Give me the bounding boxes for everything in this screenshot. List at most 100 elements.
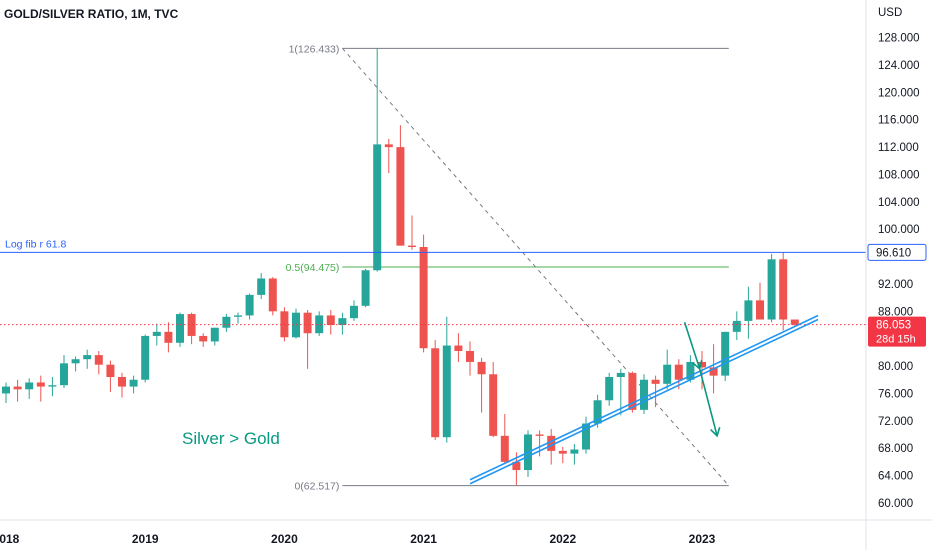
candle-body [326, 315, 335, 325]
candle-body [303, 312, 312, 334]
candle-body [118, 377, 126, 387]
y-tick-label: 92.000 [878, 279, 913, 291]
candle-body [616, 372, 625, 377]
candle-body [419, 247, 428, 349]
candle-body [106, 364, 115, 377]
candle-body [48, 385, 57, 387]
candle-body [71, 359, 80, 364]
candle-body [500, 435, 509, 462]
candle-body [384, 144, 393, 148]
candle-body [686, 361, 695, 380]
fib-trend-line [342, 48, 730, 487]
candle-body [257, 278, 266, 295]
candle-body [129, 379, 138, 387]
candle-body [164, 331, 173, 343]
y-tick-label: 68.000 [878, 443, 913, 455]
candle-body [245, 294, 254, 316]
candle-body [454, 345, 463, 351]
current-price-tag [868, 316, 926, 347]
y-tick-label: 80.000 [878, 361, 913, 373]
candle-body [651, 379, 660, 384]
candle-body [431, 348, 440, 438]
x-tick-label: 2018 [0, 532, 20, 546]
trendline-lower[interactable] [469, 318, 819, 485]
candle-body [790, 319, 799, 325]
fib-level-label: 1(126.433) [289, 43, 340, 55]
y-tick-label: 64.000 [878, 471, 913, 483]
log-fib-price-tag [867, 243, 927, 261]
candle-body [779, 259, 788, 320]
y-tick-label: 124.000 [878, 60, 920, 72]
current-price-text: 86.053 [876, 320, 911, 332]
candle-body [60, 363, 68, 386]
candle-body [176, 314, 184, 343]
fib-level-label: 0.5(94.475) [286, 262, 340, 274]
candle-body [477, 361, 486, 375]
candle-body [558, 450, 567, 454]
candle-body [210, 327, 219, 342]
fib-level-label: 0(62.517) [294, 481, 339, 493]
y-tick-label: 116.000 [878, 115, 919, 127]
countdown-text: 28d 15h [876, 334, 916, 346]
candle-body [570, 449, 579, 454]
projection-arrow-head [710, 427, 721, 438]
x-tick-label: 2023 [689, 532, 716, 546]
trendline-upper[interactable] [469, 314, 819, 481]
candle-body [2, 386, 10, 394]
x-tick-label: 2019 [132, 532, 159, 546]
fib-retracement: 1(126.433) 0.5(94.475) 0(62.517) [286, 43, 730, 493]
candle-body [94, 355, 103, 365]
y-tick-label: 104.000 [878, 197, 920, 209]
candle-body [756, 300, 764, 320]
candle-body [744, 300, 753, 321]
candle-body [466, 351, 474, 362]
y-tick-label: 76.000 [878, 388, 913, 400]
log-fib-price-text: 96.610 [876, 247, 911, 259]
candle-body [698, 361, 706, 368]
candle-body [709, 367, 718, 376]
x-tick-label: 2020 [271, 532, 298, 546]
candle-body [36, 382, 45, 387]
y-tick-label: 60.000 [878, 498, 913, 510]
candle-body [152, 331, 161, 336]
y-tick-label: 120.000 [878, 87, 920, 99]
candle-body [396, 147, 405, 246]
candle-body [268, 278, 277, 312]
candle-body [442, 345, 451, 438]
candle-body [408, 245, 416, 247]
log-fib-label: Log fib r 61.8 [5, 238, 66, 250]
candle-body [512, 461, 521, 471]
candle-body [535, 434, 544, 436]
x-tick-label: 2022 [549, 532, 576, 546]
candle-body [361, 270, 370, 306]
annotation-text: Silver > Gold [182, 429, 280, 448]
currency-label: USD [878, 7, 902, 19]
candle-body [489, 374, 498, 436]
candle-body [187, 314, 196, 336]
candle-body [141, 335, 150, 380]
candle-body [640, 379, 648, 410]
candle-body [732, 320, 741, 332]
candle-body [767, 259, 776, 320]
candle-body [605, 377, 614, 401]
projection-arrow-head [692, 359, 703, 371]
y-tick-label: 128.000 [878, 33, 920, 45]
labels-layer: Log fib r 61.8 Silver > Gold GOLD/SILVER R… [4, 7, 280, 448]
candle-body [199, 335, 208, 342]
y-tick-label: 100.000 [878, 224, 920, 236]
y-tick-label: 72.000 [878, 416, 913, 428]
y-tick-label: 112.000 [878, 142, 919, 154]
candles-layer [2, 48, 799, 486]
candle-body [674, 364, 683, 380]
candle-body [582, 423, 590, 450]
candle-body [350, 305, 358, 319]
drawings-layer [0, 251, 866, 485]
candle-body [338, 318, 347, 325]
candle-body [721, 331, 730, 376]
y-tick-label: 108.000 [878, 169, 920, 181]
candle-body [593, 400, 602, 424]
candle-body [83, 355, 92, 360]
